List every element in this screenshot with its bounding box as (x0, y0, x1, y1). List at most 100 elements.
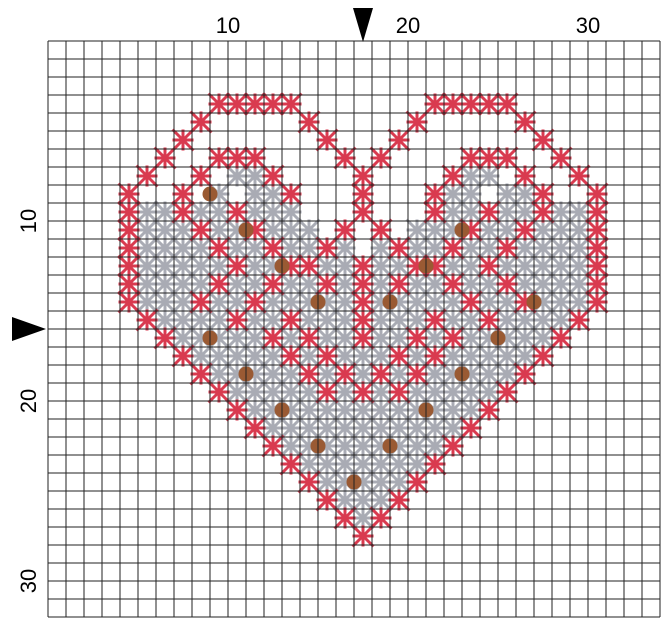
red-stitch (351, 308, 375, 332)
gray-stitch (477, 290, 501, 314)
red-stitch (225, 308, 249, 332)
gray-stitch (279, 380, 303, 404)
gray-stitch (297, 398, 321, 422)
gray-stitch (351, 416, 375, 440)
gray-stitch (369, 398, 393, 422)
gray-stitch (549, 218, 573, 242)
red-stitch (423, 344, 447, 368)
red-stitch (513, 164, 537, 188)
red-stitch (171, 200, 195, 224)
gray-stitch (423, 434, 447, 458)
red-stitch (477, 146, 501, 170)
y-tick-label: 10 (16, 209, 41, 233)
gray-stitch (315, 308, 339, 332)
red-stitch (405, 110, 429, 134)
red-stitch (351, 254, 375, 278)
gray-stitch (423, 272, 447, 296)
gray-stitch (243, 182, 267, 206)
gray-stitch (153, 236, 177, 260)
stitch-layer (117, 92, 609, 548)
red-stitch (297, 362, 321, 386)
red-stitch (261, 92, 285, 116)
gray-stitch (459, 236, 483, 260)
gray-stitch (549, 200, 573, 224)
gray-stitch (279, 434, 303, 458)
red-stitch (567, 308, 591, 332)
red-stitch (279, 452, 303, 476)
red-stitch (441, 272, 465, 296)
red-stitch (477, 254, 501, 278)
gray-stitch (243, 308, 267, 332)
gray-stitch (279, 362, 303, 386)
gray-stitch (405, 236, 429, 260)
red-stitch (513, 110, 537, 134)
gray-stitch (495, 200, 519, 224)
gray-stitch (369, 272, 393, 296)
gray-stitch (459, 380, 483, 404)
gray-stitch (549, 308, 573, 332)
red-stitch (171, 182, 195, 206)
gray-stitch (171, 290, 195, 314)
gray-stitch (207, 254, 231, 278)
gray-stitch (513, 308, 537, 332)
gray-stitch (333, 452, 357, 476)
red-stitch (279, 182, 303, 206)
gray-stitch (513, 236, 537, 260)
gray-stitch (189, 236, 213, 260)
gray-stitch (369, 452, 393, 476)
gray-stitch (531, 326, 555, 350)
red-stitch (117, 218, 141, 242)
gray-stitch (387, 398, 411, 422)
gray-stitch (405, 380, 429, 404)
gray-stitch (405, 416, 429, 440)
gray-stitch (495, 308, 519, 332)
gray-stitch (495, 344, 519, 368)
red-stitch (423, 92, 447, 116)
red-stitch (351, 380, 375, 404)
red-stitch (477, 92, 501, 116)
red-stitch (441, 92, 465, 116)
red-stitch (477, 308, 501, 332)
gray-stitch (441, 182, 465, 206)
red-stitch (117, 236, 141, 260)
gray-stitch (531, 308, 555, 332)
gray-stitch (261, 308, 285, 332)
red-stitch (315, 344, 339, 368)
red-stitch (477, 398, 501, 422)
red-stitch (387, 272, 411, 296)
gray-stitch (279, 416, 303, 440)
red-stitch (459, 290, 483, 314)
gray-stitch (225, 272, 249, 296)
gray-stitch (387, 326, 411, 350)
gray-stitch (459, 344, 483, 368)
gray-stitch (495, 362, 519, 386)
gray-stitch (333, 308, 357, 332)
gray-stitch (135, 236, 159, 260)
gray-stitch (135, 200, 159, 224)
gray-stitch (477, 236, 501, 260)
gray-stitch (531, 218, 555, 242)
red-stitch (315, 272, 339, 296)
gray-stitch (387, 362, 411, 386)
gray-stitch (549, 254, 573, 278)
gray-stitch (405, 218, 429, 242)
red-stitch (297, 470, 321, 494)
red-stitch (297, 254, 321, 278)
red-stitch (189, 110, 213, 134)
gray-stitch (441, 254, 465, 278)
red-stitch (117, 182, 141, 206)
gray-stitch (567, 254, 591, 278)
gray-stitch (135, 218, 159, 242)
gray-stitch (387, 254, 411, 278)
gray-stitch (171, 308, 195, 332)
red-stitch (261, 236, 285, 260)
gray-stitch (495, 290, 519, 314)
red-stitch (243, 416, 267, 440)
gray-stitch (333, 488, 357, 512)
gray-stitch (207, 308, 231, 332)
red-stitch (549, 146, 573, 170)
y-tick-label: 30 (16, 569, 41, 593)
gray-stitch (315, 416, 339, 440)
gray-stitch (171, 254, 195, 278)
gray-stitch (441, 380, 465, 404)
